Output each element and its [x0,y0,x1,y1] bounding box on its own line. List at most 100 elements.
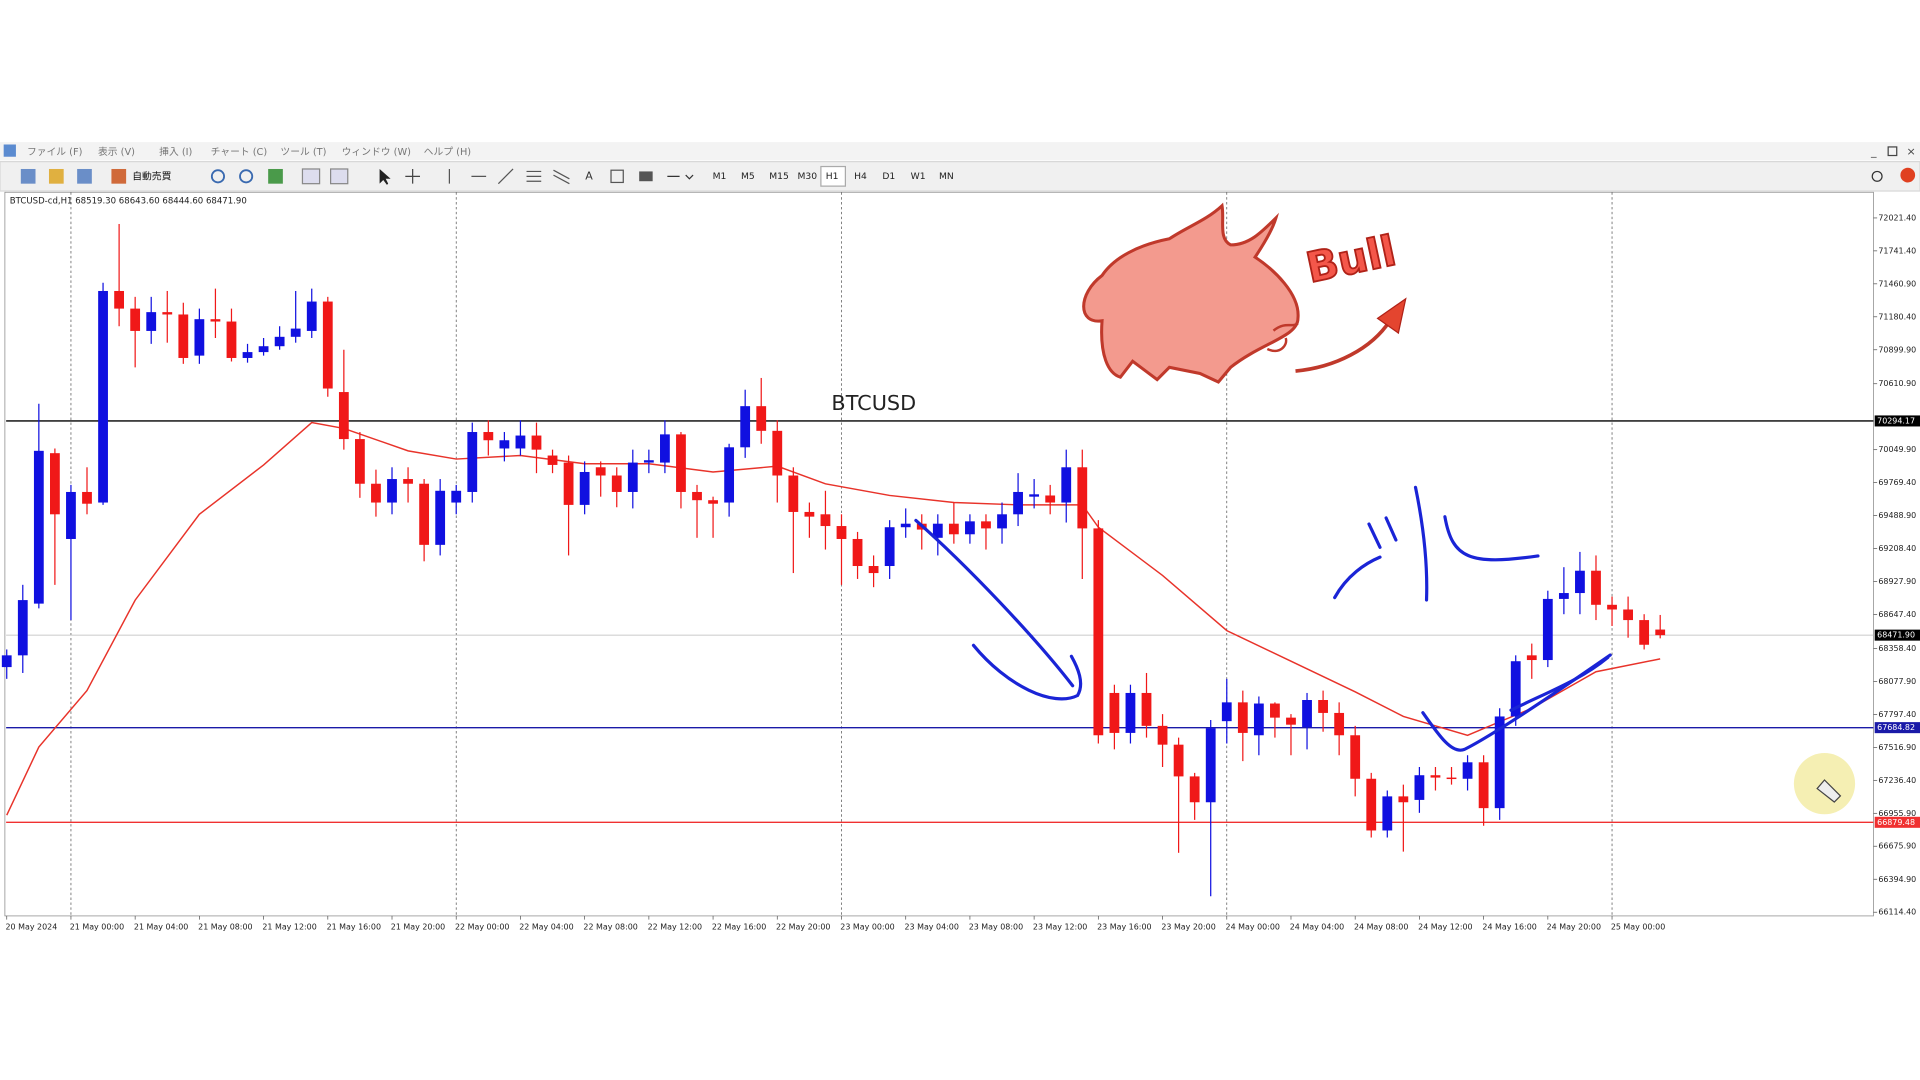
steam [1266,322,1299,353]
icon[interactable] [20,168,36,184]
menu-item[interactable]: 挿入 (I) [159,145,192,158]
icon[interactable] [111,168,127,184]
icon[interactable] [48,168,64,184]
candle-body [33,450,44,604]
x-tick-label: 24 May 04:00 [1290,922,1344,931]
icon[interactable]: A [585,169,593,182]
candle-body [932,523,943,538]
search[interactable] [1871,170,1883,182]
icon[interactable] [301,168,321,185]
close[interactable]: × [1907,145,1916,158]
timeframe-button[interactable]: M30 [798,171,818,182]
candle-body [66,491,76,539]
candle-body [948,523,959,535]
candle-body [1655,629,1666,636]
notification[interactable] [1900,167,1916,183]
stroke [1443,515,1540,562]
candle-body [1013,491,1023,515]
candle-body [306,301,317,331]
icon[interactable] [77,168,92,184]
timeframe-button[interactable]: M5 [741,171,755,182]
icon[interactable] [330,168,349,185]
minimize[interactable]: _ [1870,145,1877,158]
candle-body [1141,692,1152,726]
candle-body [1334,712,1345,736]
candle-body [997,514,1007,529]
candle-body [226,321,237,358]
candle-body [515,435,526,449]
candle-body [1205,728,1216,803]
autotrade-button[interactable]: 自動売買 [132,169,171,182]
candle-body [1093,528,1104,736]
candle-body [1077,467,1088,529]
cursor [1816,779,1842,803]
menu-item[interactable]: ヘルプ (H) [424,146,471,158]
candle-body [1221,702,1232,722]
timeframe-button[interactable]: D1 [882,171,895,182]
menu-item[interactable]: ファイル (F) [27,147,83,158]
candle-body [1029,494,1040,497]
menu-item[interactable]: チャート (C) [211,146,268,158]
timeframe-button[interactable]: H4 [854,171,867,182]
candle-body [772,430,783,476]
x-tick-label: 21 May 20:00 [391,922,445,931]
stroke [971,643,1083,701]
candle-body [210,319,221,322]
y-tick-label: 69488.90 [1878,511,1916,520]
candle-body [1430,775,1441,778]
icon[interactable] [448,168,570,185]
timeframe-button[interactable]: M15 [769,171,789,182]
stroke [1509,655,1610,712]
candle-body [338,392,349,440]
timeframe-button[interactable]: M1 [713,171,727,182]
moving-average [6,421,1661,816]
y-tick-label: 70899.90 [1878,345,1916,354]
y-tick-label: 67236.40 [1878,776,1916,785]
timeframe-button[interactable]: W1 [911,171,926,182]
x-tick-label: 24 May 08:00 [1354,922,1408,931]
y-tick-label: 69208.40 [1878,544,1916,553]
icon[interactable] [667,174,694,180]
chart: 72021.40 71741.40 71460.90 71180.40 70899.90… [1,192,1920,931]
annotation: BTCUSD [831,391,916,415]
candle-body [868,566,879,574]
candle-body [194,319,205,356]
candle-body [1639,620,1650,645]
candle-body [499,440,510,449]
icon[interactable] [405,168,420,184]
maximize[interactable] [1887,146,1898,157]
y-tick-label: 71180.40 [1878,312,1916,321]
icon[interactable] [210,169,225,184]
candle-body [1623,609,1633,621]
y-tick-label: 68358.40 [1878,644,1916,653]
x-tick-label: 22 May 04:00 [519,922,573,931]
candle-body [1157,725,1168,745]
candle-body [1318,700,1328,713]
icon[interactable] [379,168,391,185]
icon[interactable] [639,171,653,182]
icon[interactable] [268,168,283,184]
menu-item[interactable]: ウィンドウ (W) [342,146,411,158]
candle-body [740,406,751,448]
timeframe-button[interactable]: MN [939,171,954,182]
icon[interactable] [610,169,624,184]
candle-body [627,462,638,492]
menu-item[interactable]: ツール (T) [280,147,326,158]
candle-body [1446,777,1457,780]
candle-body [387,479,397,503]
candle-body [290,328,301,337]
y-tick-label: 72021.40 [1878,213,1916,222]
candle-body [419,483,430,545]
candle-body [178,314,189,358]
menu-item[interactable]: 表示 (V) [98,146,135,158]
timeframe-button[interactable]: H1 [826,171,839,182]
y-tick-label: 66675.90 [1878,842,1916,851]
y-tick-label: 66394.90 [1878,875,1916,884]
x-tick-label: 24 May 12:00 [1418,922,1472,931]
icon[interactable] [239,169,254,184]
candle-body [82,491,92,504]
x-tick-label: 24 May 00:00 [1226,922,1280,931]
candle-body [1253,703,1264,736]
